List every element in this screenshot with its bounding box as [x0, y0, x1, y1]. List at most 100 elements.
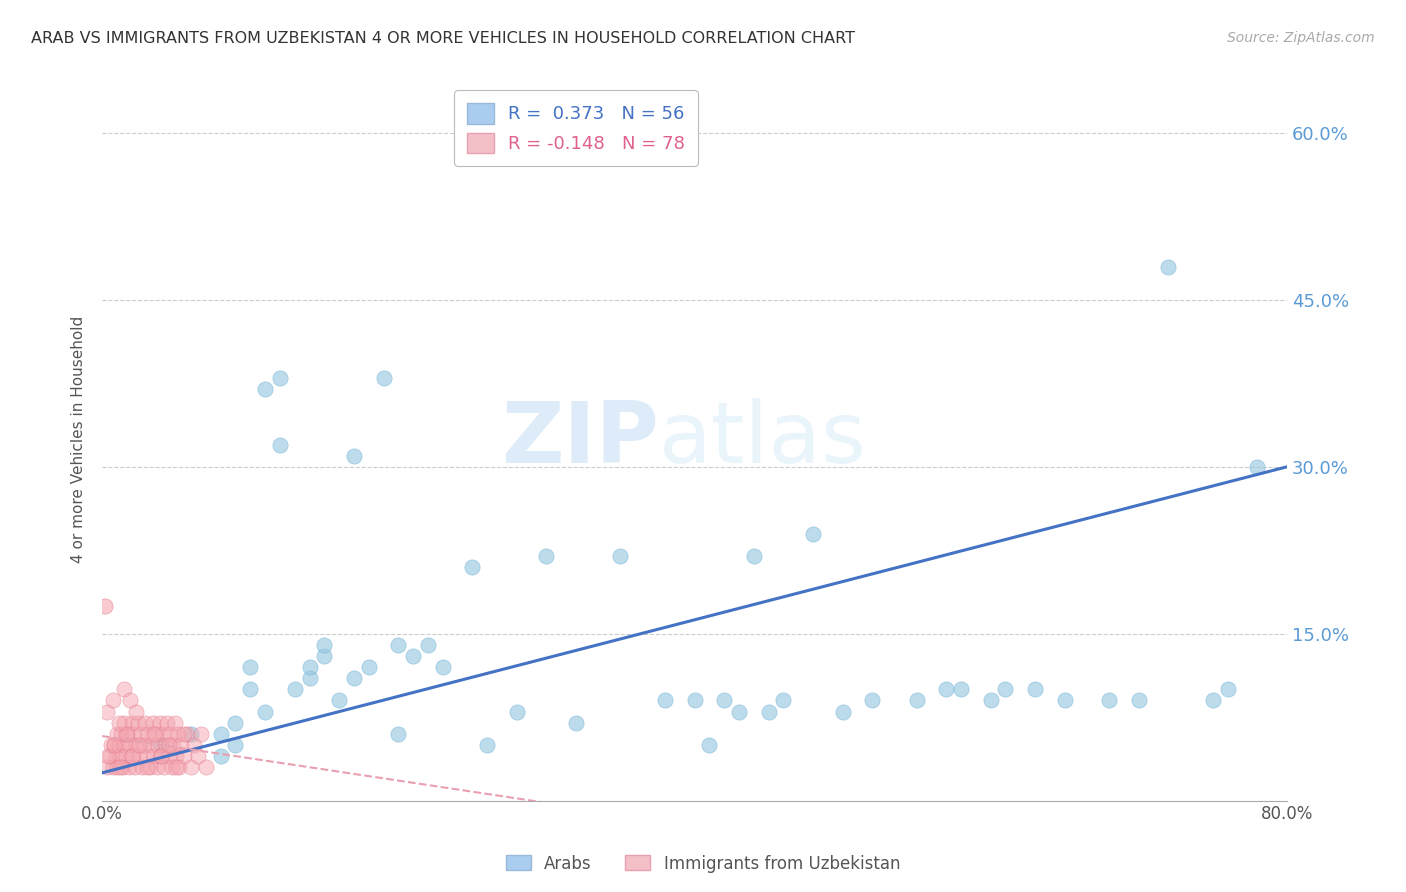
Point [357, 660, 380, 674]
Point [432, 660, 454, 674]
Point [187, 749, 209, 764]
Point [112, 738, 135, 752]
Point [124, 760, 146, 774]
Point [139, 738, 162, 752]
Point [145, 727, 167, 741]
Point [167, 760, 190, 774]
Y-axis label: 4 or more Vehicles in Household: 4 or more Vehicles in Household [72, 316, 86, 563]
Point [156, 715, 179, 730]
Point [343, 671, 366, 685]
Point [122, 727, 145, 741]
Point [110, 727, 132, 741]
Point [155, 738, 177, 752]
Point [209, 727, 232, 741]
Point [94, 599, 117, 613]
Point [758, 705, 780, 719]
Point [136, 727, 159, 741]
Point [121, 749, 143, 764]
Point [269, 371, 291, 385]
Point [239, 682, 262, 697]
Point [742, 549, 765, 563]
Point [1128, 693, 1150, 707]
Point [128, 749, 150, 764]
Point [97, 749, 120, 764]
Point [153, 760, 176, 774]
Point [150, 738, 173, 752]
Point [565, 715, 588, 730]
Point [224, 738, 246, 752]
Point [105, 760, 128, 774]
Point [166, 727, 188, 741]
Point [209, 749, 232, 764]
Point [1053, 693, 1076, 707]
Point [699, 738, 721, 752]
Point [980, 693, 1002, 707]
Point [609, 549, 631, 563]
Point [101, 760, 124, 774]
Point [135, 760, 157, 774]
Point [254, 382, 277, 396]
Text: Source: ZipAtlas.com: Source: ZipAtlas.com [1227, 31, 1375, 45]
Point [373, 371, 395, 385]
Point [162, 738, 184, 752]
Point [801, 526, 824, 541]
Point [416, 638, 439, 652]
Point [103, 738, 125, 752]
Point [173, 727, 195, 741]
Point [506, 705, 529, 719]
Point [860, 693, 883, 707]
Point [135, 749, 157, 764]
Point [772, 693, 794, 707]
Point [98, 749, 121, 764]
Point [284, 682, 307, 697]
Point [150, 749, 173, 764]
Point [950, 682, 973, 697]
Point [157, 738, 180, 752]
Point [180, 760, 202, 774]
Point [160, 760, 183, 774]
Point [111, 760, 134, 774]
Point [180, 727, 202, 741]
Point [120, 738, 142, 752]
Point [728, 705, 751, 719]
Point [165, 760, 187, 774]
Point [1202, 693, 1225, 707]
Point [387, 638, 409, 652]
Point [101, 693, 124, 707]
Point [142, 715, 165, 730]
Point [107, 715, 129, 730]
Point [994, 682, 1017, 697]
Point [298, 671, 321, 685]
Point [713, 693, 735, 707]
Point [143, 749, 166, 764]
Point [1246, 459, 1268, 474]
Point [165, 749, 187, 764]
Point [183, 738, 205, 752]
Point [536, 549, 558, 563]
Legend: Arabs, Immigrants from Uzbekistan: Arabs, Immigrants from Uzbekistan [499, 848, 907, 880]
Point [343, 449, 366, 463]
Point [138, 760, 160, 774]
Point [1157, 260, 1180, 274]
Point [190, 727, 212, 741]
Point [173, 749, 195, 764]
Point [935, 682, 957, 697]
Point [131, 760, 153, 774]
Point [134, 715, 156, 730]
Point [150, 749, 173, 764]
Point [654, 693, 676, 707]
Point [269, 437, 291, 451]
Point [112, 682, 135, 697]
Point [152, 727, 174, 741]
Point [1024, 682, 1046, 697]
Point [117, 727, 139, 741]
Point [115, 727, 138, 741]
Point [314, 638, 336, 652]
Point [176, 727, 198, 741]
Point [387, 727, 409, 741]
Point [224, 715, 246, 730]
Point [100, 738, 122, 752]
Point [128, 738, 150, 752]
Point [146, 760, 169, 774]
Point [108, 760, 131, 774]
